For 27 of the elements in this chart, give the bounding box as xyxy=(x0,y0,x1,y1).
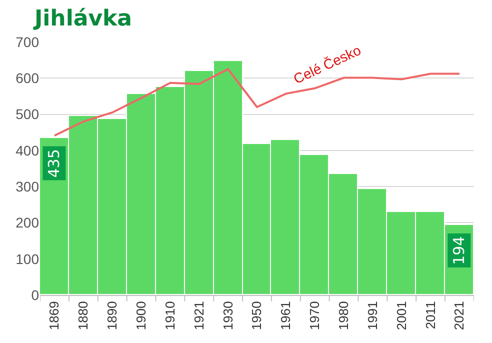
x-tick-label: 1900 xyxy=(133,301,148,330)
chart-title: Jihlávka xyxy=(32,6,132,32)
data-label: 194 xyxy=(450,236,468,265)
x-tick-label: 1930 xyxy=(220,301,236,330)
data-label: 435 xyxy=(45,149,64,178)
y-tick-label: 700 xyxy=(16,34,40,50)
x-tick-label: 1890 xyxy=(104,301,120,330)
x-tick-label: 1980 xyxy=(336,301,352,330)
x-tick-label: 1869 xyxy=(46,301,62,330)
x-tick-label: 1880 xyxy=(76,301,91,330)
x-tick-label: 2021 xyxy=(452,301,467,330)
y-tick-label: 0 xyxy=(31,286,40,303)
x-tick-label: 1961 xyxy=(278,301,294,330)
x-tick-label: 2011 xyxy=(422,301,438,330)
y-tick-label: 100 xyxy=(16,250,40,267)
y-tick-label: 500 xyxy=(16,106,40,122)
y-tick-label: 600 xyxy=(16,70,40,86)
x-tick-label: 1950 xyxy=(249,301,264,330)
y-tick-label: 200 xyxy=(16,214,40,231)
text: Celé Česko xyxy=(290,42,364,87)
y-tick-label: 300 xyxy=(16,178,40,194)
y-tick-label: 400 xyxy=(16,142,40,158)
x-tick-label: 1921 xyxy=(191,301,206,330)
x-tick-label: 1970 xyxy=(307,301,322,330)
x-tick-label: 1910 xyxy=(162,301,178,330)
x-tick-label: 2001 xyxy=(394,301,409,330)
x-tick-label: 1991 xyxy=(364,301,380,330)
